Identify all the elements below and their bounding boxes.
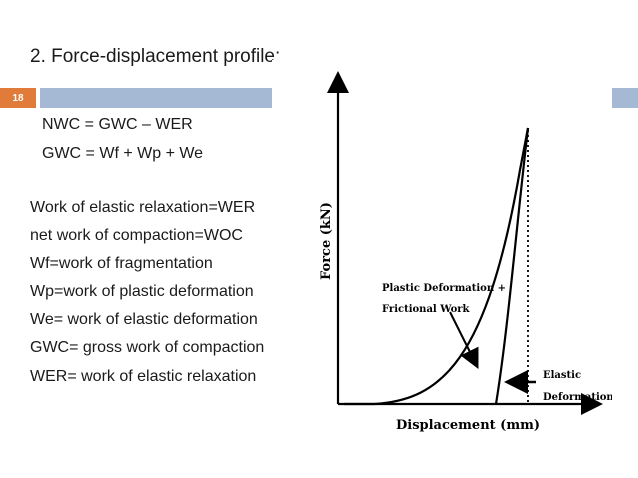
definition-we: We= work of elastic deformation (30, 311, 258, 328)
definition-wer-full: WER= work of elastic relaxation (30, 368, 257, 385)
slide-title: 2. Force-displacement profile: (30, 46, 281, 67)
elastic-annotation-line1: Elastic (543, 370, 581, 381)
equation-gwc: GWC = Wf + Wp + We (42, 145, 204, 162)
slide-number-badge: 18 (0, 88, 36, 108)
loading-curve (344, 127, 530, 406)
elastic-annotation-line2: Deformation (543, 392, 612, 403)
definition-gwc: GWC= gross work of compaction (30, 339, 265, 356)
y-axis-label: Force (kN) (319, 202, 334, 280)
plastic-arrow (449, 311, 479, 369)
equation-nwc: NWC = GWC – WER (42, 116, 193, 133)
unloading-curve (494, 127, 530, 405)
definition-wf: Wf=work of fragmentation (30, 255, 213, 272)
force-displacement-figure: Force (kN) Displacement (mm) Plastic Def… (272, 60, 614, 452)
plastic-annotation-line1: Plastic Deformation + (382, 283, 506, 294)
plastic-annotation-line2: Frictional Work (382, 304, 471, 315)
definition-woc: net work of compaction=WOC (30, 227, 243, 244)
force-displacement-diagram: Force (kN) Displacement (mm) Plastic Def… (319, 71, 614, 433)
x-axis-label: Displacement (mm) (396, 418, 540, 433)
definition-wp: Wp=work of plastic deformation (30, 283, 254, 300)
definition-wer: Work of elastic relaxation=WER (30, 199, 256, 216)
